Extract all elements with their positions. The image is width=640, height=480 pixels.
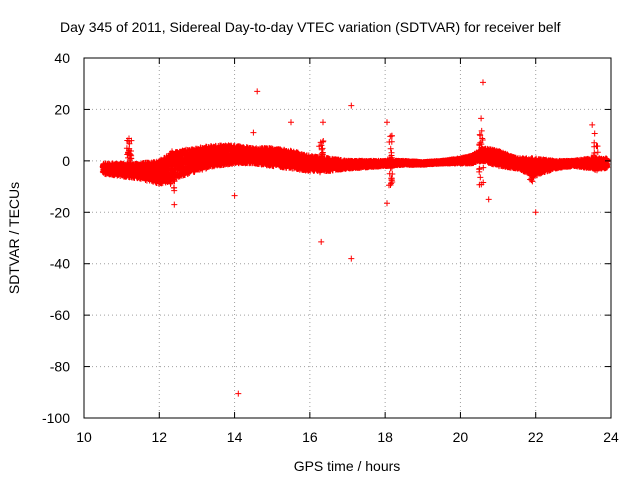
grid-lines xyxy=(84,58,611,418)
data-points xyxy=(99,79,611,397)
chart-title: Day 345 of 2011, Sidereal Day-to-day VTE… xyxy=(60,19,561,35)
